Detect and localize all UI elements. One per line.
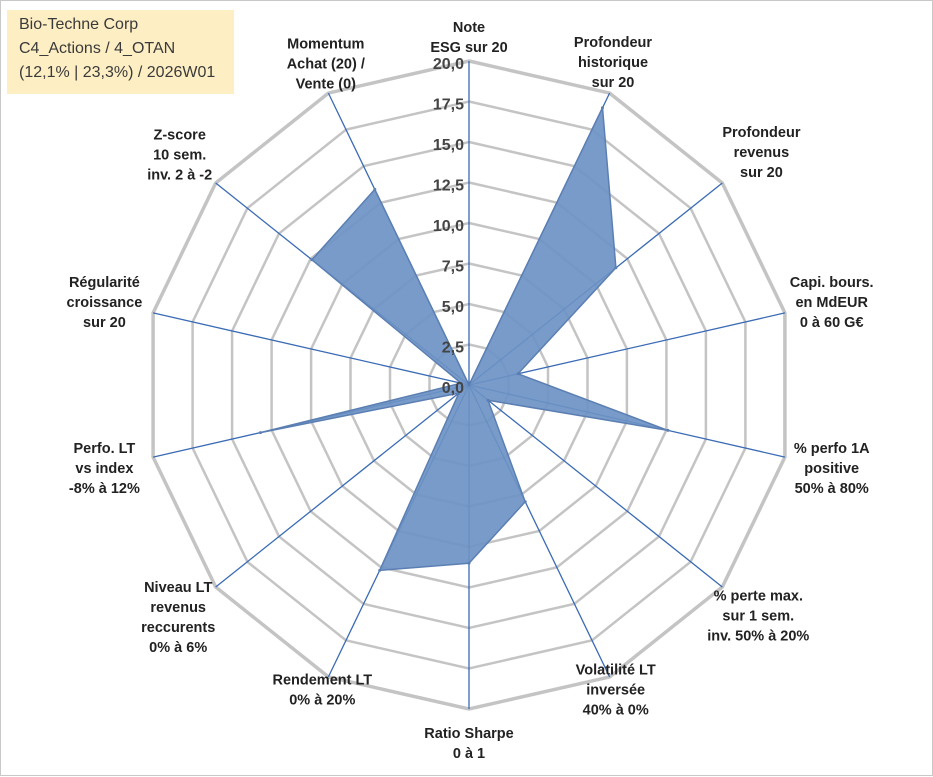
axis-label-13: Z-score 10 sem. inv. 2 à -2 [147,127,212,183]
axis-label-12-line-1: Régularité [69,275,140,291]
axis-label-2: Profondeur historique sur 20 [574,35,652,91]
axis-spoke-10 [215,384,470,588]
axis-label-1: Note ESG sur 20 [430,20,507,56]
axis-label-12-line-2: croissance [67,295,143,311]
axis-label-6-line-3: inv. 50% à 20% [707,629,809,645]
axis-label-3-line-3: sur 20 [740,165,783,181]
company-name: Bio-Techne Corp [19,16,139,33]
axis-label-2-line-1: Profondeur [574,35,652,51]
axis-label-5: % perfo 1A positive 50% à 80% [794,441,870,497]
axis-label-2-line-2: historique [578,55,648,71]
axis-label-11-line-1: Perfo. LT [74,441,136,457]
data-point-5 [666,428,670,432]
axis-label-6-line-2: sur 1 sem. [722,609,794,625]
info-box: Bio-Techne Corp C4_Actions / 4_OTAN (12,… [7,10,234,94]
axis-label-7-line-2: inversée [586,683,645,699]
data-point-13 [310,258,314,262]
data-point-12 [459,381,463,385]
axis-label-10: Niveau LT revenus reccurents 0% à 6% [141,580,215,656]
axis-label-5-line-2: positive [804,461,859,477]
axis-label-1-line-2: ESG sur 20 [430,40,507,56]
axis-label-6: % perte max. sur 1 sem. inv. 50% à 20% [707,589,809,645]
tick-label-9: 20,0 [433,56,464,73]
data-point-1 [467,383,471,387]
axis-label-12: Régularité croissance sur 20 [67,275,143,331]
axis-label-13-line-2: 10 sem. [153,147,206,163]
axis-label-7-line-1: Volatilité LT [576,663,656,679]
axis-spoke-12 [152,312,470,386]
data-point-7 [523,500,527,504]
data-point-8 [467,561,471,565]
axis-label-4-line-1: Capi. bours. [790,275,874,291]
data-point-3 [614,266,618,270]
axis-label-8-line-2: 0 à 1 [453,746,485,762]
axis-label-7: Volatilité LT inversée 40% à 0% [576,663,656,719]
axis-label-3-line-1: Profondeur [722,125,800,141]
axis-label-2-line-3: sur 20 [592,75,635,91]
data-point-2 [601,106,604,110]
axis-label-10-line-3: reccurents [141,620,215,636]
axis-label-10-line-2: revenus [150,600,206,616]
axis-label-4: Capi. bours. en MdEUR 0 à 60 G€ [790,275,874,331]
axis-label-3: Profondeur revenus sur 20 [722,125,800,181]
axis-label-6-line-1: % perte max. [714,589,803,605]
axis-label-7-line-3: 40% à 0% [583,703,649,719]
axis-label-13-line-3: inv. 2 à -2 [147,167,212,183]
portfolio-label: C4_Actions / 4_OTAN [19,40,176,57]
radial-tick-labels: 0,0 2,5 5,0 7,5 10,0 12,5 15,0 17,5 20,0 [433,56,464,397]
data-point-14 [373,187,377,191]
axis-label-14-line-1: Momentum [287,37,364,53]
axis-label-3-line-2: revenus [734,145,790,161]
axis-spoke-4 [468,312,786,386]
data-point-9 [378,568,382,572]
series-area-1 [259,106,669,572]
performance-stats: (12,1% | 23,3%) / 2026W01 [19,64,216,81]
axis-label-5-line-1: % perfo 1A [794,441,870,457]
axis-label-8-line-1: Ratio Sharpe [424,726,513,742]
axis-label-10-line-4: 0% à 6% [149,640,207,656]
axis-label-1-line-1: Note [453,20,485,36]
axis-label-9-line-2: 0% à 20% [289,693,355,709]
axis-label-8: Ratio Sharpe 0 à 1 [424,726,513,762]
axis-label-14: Momentum Achat (20) / Vente (0) [287,37,365,93]
axis-label-9: Rendement LT 0% à 20% [272,673,372,709]
tick-label-7: 15,0 [433,137,464,154]
axis-label-12-line-3: sur 20 [83,315,126,331]
axis-spoke-6 [468,384,723,588]
axis-label-10-line-1: Niveau LT [144,580,212,596]
tick-label-3: 5,0 [442,299,464,316]
axis-label-14-line-2: Achat (20) / [287,57,365,73]
tick-label-2: 2,5 [442,340,464,357]
tick-label-1: 0,0 [442,380,464,397]
axis-label-9-line-1: Rendement LT [272,673,372,689]
tick-label-4: 7,5 [442,259,464,276]
data-point-11 [259,431,262,435]
axis-label-13-line-1: Z-score [154,127,206,143]
series-layer [259,106,670,572]
tick-label-8: 17,5 [433,97,464,114]
data-point-6 [486,398,490,402]
axis-label-11-line-2: vs index [75,461,133,477]
axis-label-14-line-3: Vente (0) [296,77,357,93]
tick-label-6: 12,5 [433,178,464,195]
axis-label-11-line-3: -8% à 12% [69,481,140,497]
axis-label-11: Perfo. LT vs index -8% à 12% [69,441,140,497]
data-point-4 [516,372,520,376]
axis-label-4-line-2: en MdEUR [795,295,868,311]
axis-label-5-line-3: 50% à 80% [795,481,869,497]
axis-category-labels: Note ESG sur 20 Profondeur historique sur 20… [67,20,874,762]
axis-label-4-line-3: 0 à 60 G€ [800,315,864,331]
tick-label-5: 10,0 [433,218,464,235]
data-point-10 [457,391,461,395]
